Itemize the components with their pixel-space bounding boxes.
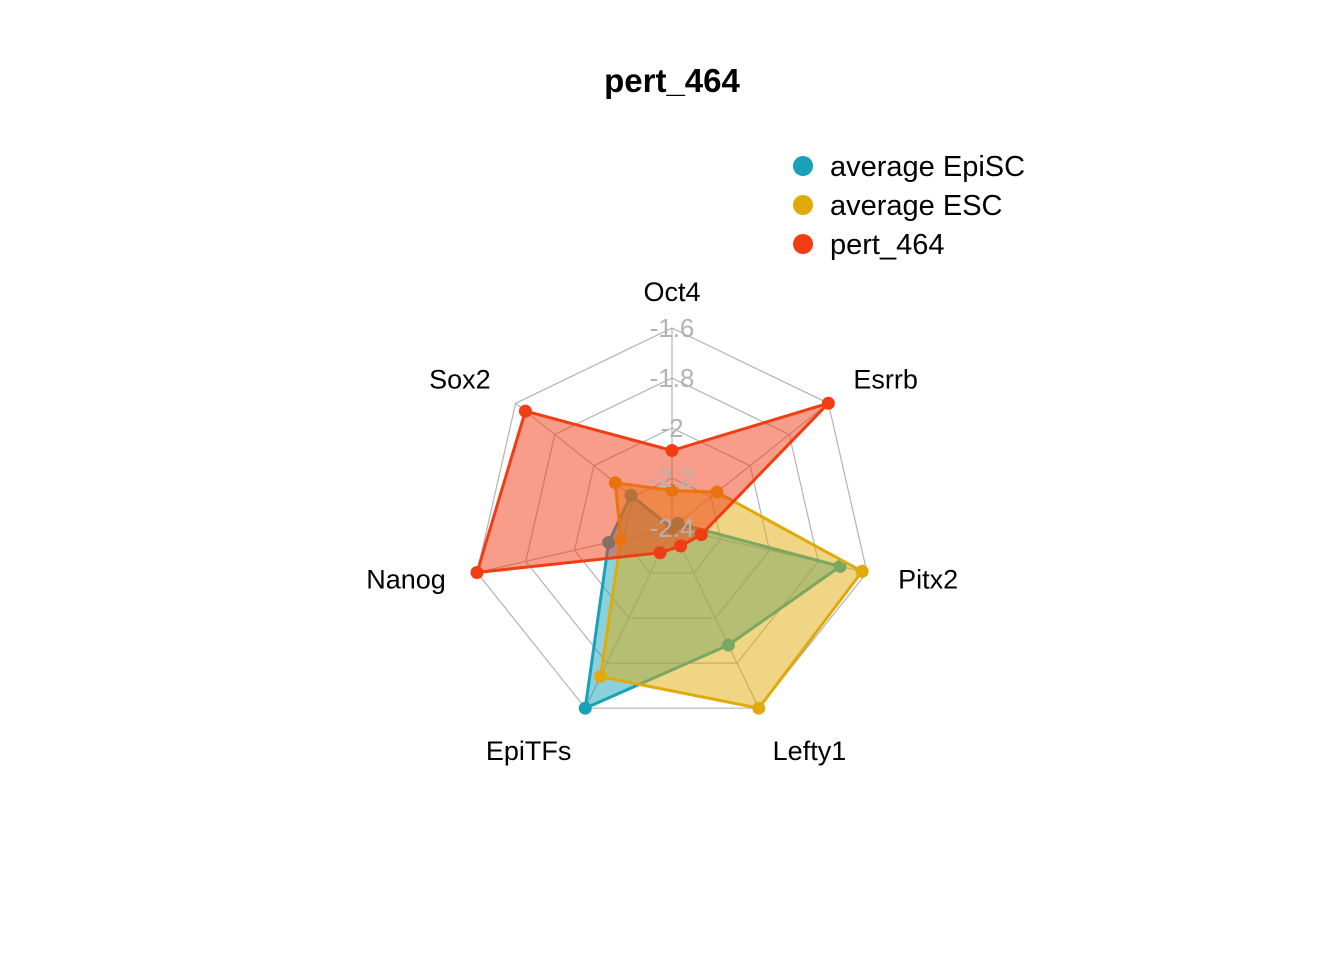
- legend-label: average EpiSC: [830, 151, 1025, 183]
- axis-label-oct4: Oct4: [643, 277, 700, 307]
- tick-label: -2.4: [650, 513, 695, 543]
- legend-item-average-esc: average ESC: [793, 190, 1003, 222]
- data-point-average-esc-pitx2: [855, 564, 869, 578]
- tick-label: -1.8: [650, 363, 695, 393]
- series-layer: [470, 396, 869, 715]
- legend-label: pert_464: [830, 229, 945, 261]
- axis-label-nanog: Nanog: [366, 565, 446, 595]
- data-point-average-esc-epitfs: [593, 670, 607, 684]
- legend-item-pert-464: pert_464: [793, 229, 945, 261]
- data-point-pert-464-pitx2: [694, 528, 708, 542]
- tick-label: -2.2: [650, 463, 695, 493]
- legend-marker: [793, 156, 813, 176]
- grid-ring: [476, 327, 868, 709]
- data-point-pert-464-epitfs: [653, 546, 667, 560]
- axis-label-epitfs: EpiTFs: [486, 736, 572, 766]
- data-point-pert-464-esrrb: [821, 396, 835, 410]
- series-pert-464: [470, 396, 835, 579]
- tick-label: -2: [660, 413, 683, 443]
- legend-item-average-episc: average EpiSC: [793, 151, 1025, 183]
- data-point-pert-464-nanog: [470, 566, 484, 579]
- tick-label: -1.6: [650, 313, 695, 343]
- axis-labels: Oct4 Esrrb Pitx2 Lefty1 EpiTFs Nanog Sox2: [366, 277, 958, 766]
- tick-labels: -1.6 -1.8 -2 -2.2 -2.4: [650, 313, 695, 543]
- axis-label-pitx2: Pitx2: [898, 565, 958, 595]
- data-point-pert-464-sox2: [518, 404, 532, 418]
- legend-marker: [793, 234, 813, 254]
- legend-label: average ESC: [830, 190, 1003, 222]
- axis-label-esrrb: Esrrb: [853, 364, 918, 394]
- data-point-pert-464-oct4: [665, 444, 679, 457]
- series-area-pert-464: [475, 401, 830, 574]
- data-point-average-episc-epitfs: [578, 701, 592, 715]
- legend-marker: [793, 195, 813, 215]
- data-point-average-esc-lefty1: [752, 701, 766, 715]
- legend: average EpiSC average ESC pert_464: [793, 151, 1025, 261]
- data-point-pert-464-lefty1: [674, 539, 688, 553]
- axis-label-sox2: Sox2: [429, 364, 491, 394]
- chart-title: pert_464: [604, 62, 740, 99]
- axis-label-lefty1: Lefty1: [773, 736, 847, 766]
